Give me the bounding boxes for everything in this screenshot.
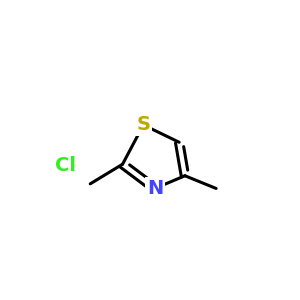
Text: Cl: Cl <box>56 156 76 175</box>
Text: S: S <box>136 116 150 134</box>
Text: N: N <box>147 179 163 198</box>
